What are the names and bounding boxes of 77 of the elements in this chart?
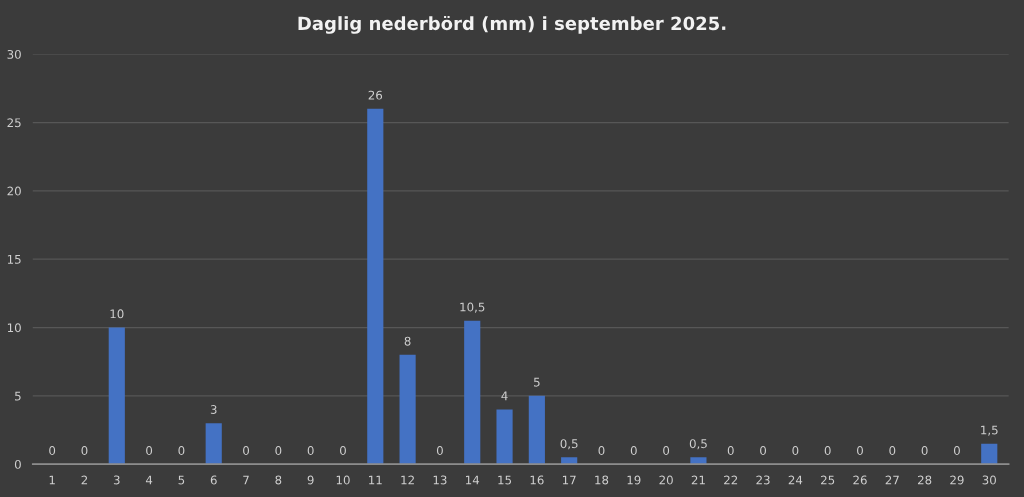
y-tick-label: 30 <box>7 49 21 59</box>
data-label: 0 <box>243 446 250 455</box>
x-tick-label: 21 <box>691 475 705 485</box>
bar <box>367 108 384 465</box>
data-label: 0,5 <box>689 439 707 450</box>
data-label: 0 <box>792 446 799 455</box>
x-tick-label: 13 <box>433 475 447 485</box>
data-label: 4 <box>501 391 508 401</box>
x-tick-label: 25 <box>821 475 835 485</box>
y-tick-label: 25 <box>7 118 21 128</box>
bar <box>496 409 513 465</box>
data-label: 0 <box>727 446 734 455</box>
data-label: 0 <box>49 446 56 455</box>
data-label: 0 <box>275 446 282 455</box>
y-tick-label: 0 <box>14 459 21 469</box>
x-tick-label: 16 <box>530 475 544 485</box>
data-label: 0,5 <box>560 439 578 450</box>
data-label: 1,5 <box>981 425 998 436</box>
y-tick-label: 10 <box>7 323 21 333</box>
x-tick-label: 3 <box>113 475 120 485</box>
data-label: 8 <box>404 336 411 346</box>
data-label: 0 <box>436 446 443 455</box>
x-tick-label: 12 <box>401 475 414 485</box>
x-tick-label: 18 <box>595 475 609 485</box>
y-tick-label: 5 <box>15 391 21 401</box>
data-label: 0 <box>760 446 767 455</box>
x-tick-label: 7 <box>243 475 249 485</box>
data-label: 0 <box>857 446 863 455</box>
x-tick-label: 14 <box>466 475 480 485</box>
x-tick-label: 2 <box>81 475 88 485</box>
x-tick-label: 4 <box>145 475 153 485</box>
x-tick-label: 23 <box>756 475 770 485</box>
x-tick-label: 19 <box>627 475 641 485</box>
x-tick-label: 28 <box>917 475 932 485</box>
data-label: 10 <box>110 309 124 319</box>
data-label: 0 <box>178 446 185 455</box>
bar <box>399 354 416 465</box>
x-tick-label: 15 <box>498 475 512 485</box>
bar <box>108 327 125 465</box>
x-tick-label: 26 <box>853 475 867 485</box>
y-tick-label: 20 <box>7 186 21 196</box>
data-label: 0 <box>307 446 314 455</box>
x-tick-label: 6 <box>210 475 217 485</box>
bar <box>464 320 481 465</box>
data-label: 0 <box>824 446 831 455</box>
y-tick-label: 15 <box>7 255 21 264</box>
data-label: 10,5 <box>460 302 485 313</box>
bar <box>981 443 998 465</box>
x-tick-label: 22 <box>724 475 738 485</box>
data-label: 0 <box>953 446 960 455</box>
x-tick-label: 8 <box>275 475 282 485</box>
data-label: 0 <box>663 446 670 455</box>
x-tick-label: 5 <box>178 475 185 485</box>
x-tick-label: 17 <box>562 475 576 485</box>
data-label: 3 <box>210 405 217 414</box>
data-label: 0 <box>889 446 896 455</box>
x-tick-label: 29 <box>950 475 964 485</box>
data-label: 0 <box>81 446 88 455</box>
data-label: 0 <box>921 446 928 455</box>
data-label: 0 <box>598 446 605 455</box>
x-tick-label: 30 <box>982 475 996 485</box>
x-tick-label: 24 <box>788 475 803 485</box>
x-tick-label: 9 <box>307 475 314 485</box>
x-tick-label: 20 <box>659 475 673 485</box>
bar <box>528 395 545 465</box>
x-tick-label: 1 <box>49 475 55 485</box>
chart-title: Daglig nederbörd (mm) i september 2025. <box>298 15 726 34</box>
data-label: 5 <box>534 377 540 387</box>
bar <box>205 423 222 465</box>
data-label: 0 <box>340 446 346 455</box>
x-tick-label: 11 <box>369 475 382 485</box>
data-label: 26 <box>368 90 383 100</box>
data-label: 0 <box>146 446 153 455</box>
data-label: 0 <box>630 446 637 455</box>
x-tick-label: 27 <box>885 475 899 485</box>
bar <box>690 457 707 465</box>
x-tick-label: 10 <box>336 475 350 485</box>
